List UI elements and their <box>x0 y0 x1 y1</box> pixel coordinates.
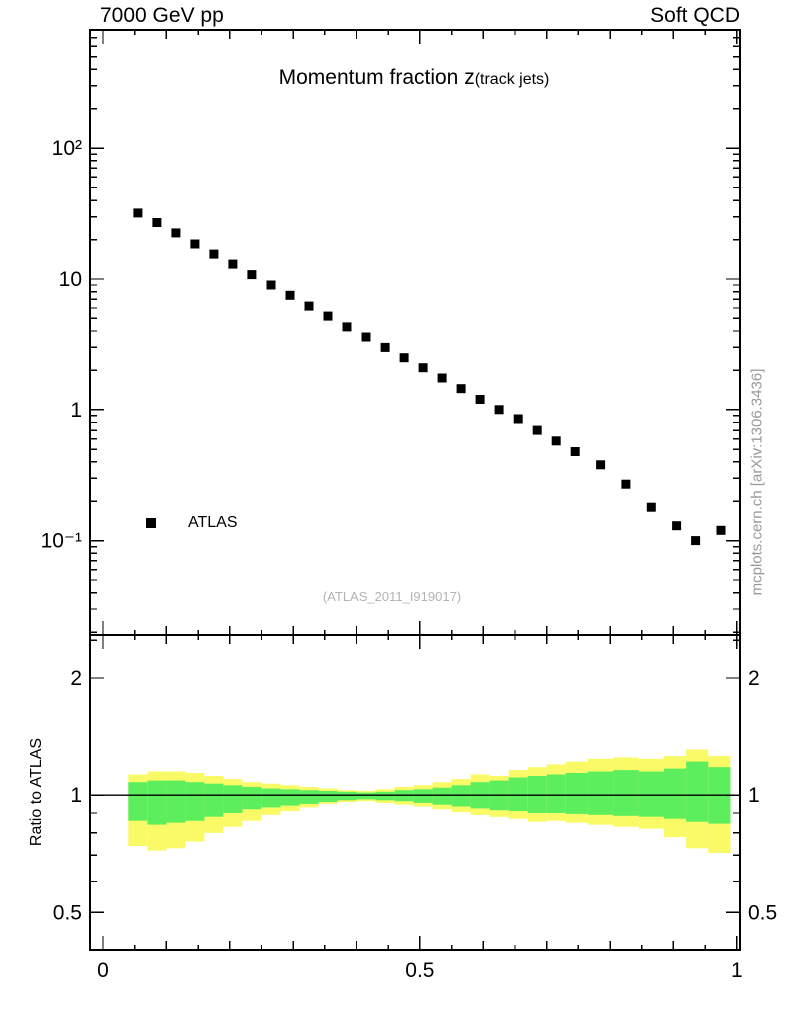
svg-text:1: 1 <box>70 399 82 422</box>
process-group-label: Soft QCD <box>650 4 740 27</box>
svg-text:0.5: 0.5 <box>53 901 82 924</box>
plot-title-main: Momentum fraction z <box>278 66 475 89</box>
svg-text:10⁻¹: 10⁻¹ <box>41 530 82 553</box>
plot-title-sub: (track jets) <box>474 71 550 88</box>
svg-text:1: 1 <box>731 959 743 982</box>
svg-text:2: 2 <box>748 667 760 690</box>
svg-text:1: 1 <box>748 784 760 807</box>
svg-text:2: 2 <box>70 667 82 690</box>
svg-text:10: 10 <box>59 268 82 291</box>
svg-text:1: 1 <box>70 784 82 807</box>
svg-text:10²: 10² <box>52 137 82 160</box>
plot-title: Momentum fraction z(track jets) <box>279 66 550 90</box>
analysis-id-watermark: (ATLAS_2011_I919017) <box>322 589 462 604</box>
atlas-square-marker-icon <box>146 518 156 528</box>
ratio-axis-label: Ratio to ATLAS <box>28 737 45 847</box>
legend: ATLAS <box>146 514 238 532</box>
svg-text:0.5: 0.5 <box>405 959 434 982</box>
credit-note: mcplots.cern.ch [arXiv:1306.3436] <box>748 368 766 596</box>
svg-text:0.5: 0.5 <box>748 901 777 924</box>
legend-label: ATLAS <box>188 514 238 531</box>
beam-energy-label: 7000 GeV pp <box>100 4 224 27</box>
svg-text:0: 0 <box>97 959 109 982</box>
